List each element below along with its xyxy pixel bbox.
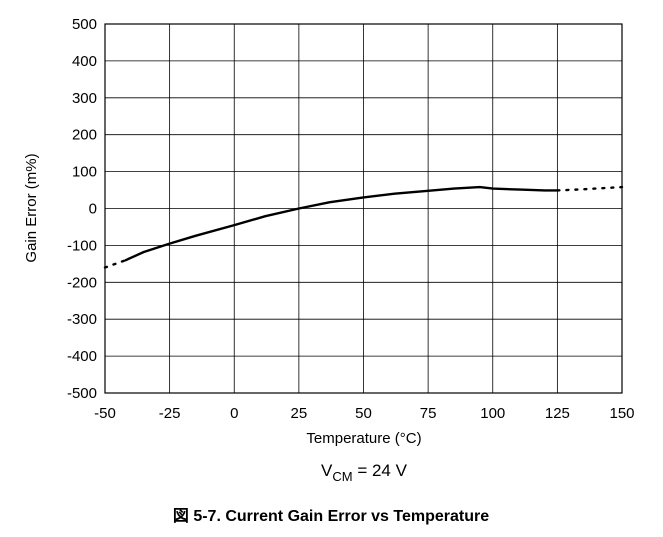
x-tick-label: -25 — [159, 405, 181, 422]
y-tick-label: -500 — [67, 385, 97, 402]
condition-subscript: CM — [332, 469, 352, 484]
x-tick-label: 150 — [609, 405, 634, 422]
plot-border — [104, 23, 623, 394]
x-tick-label: 50 — [355, 405, 372, 422]
condition-rest: = 24 V — [353, 461, 408, 480]
x-axis-label: Temperature (°C) — [306, 430, 421, 447]
series-layer — [103, 185, 624, 269]
tick-labels: -50 -25 0 25 50 75 100 125 150 500 400 300 200 100 0 -1… — [67, 16, 635, 422]
x-tick-label: 125 — [545, 405, 570, 422]
y-tick-label: 200 — [72, 127, 97, 144]
y-axis-label: Gain Error (m%) — [23, 153, 40, 262]
y-tick-label: 0 — [89, 201, 97, 218]
gain-error-line — [124, 185, 559, 262]
y-tick-label: -100 — [67, 237, 97, 254]
figure-caption: 図 5-7. Current Gain Error vs Temperature — [173, 507, 489, 525]
x-tick-label: 0 — [230, 405, 238, 422]
condition-label: VCM = 24 V — [321, 461, 408, 484]
x-tick-label: 75 — [420, 405, 437, 422]
x-tick-label: 25 — [291, 405, 308, 422]
y-tick-label: 300 — [72, 90, 97, 107]
gain-error-extrapolated-line — [556, 185, 624, 192]
y-tick-label: -200 — [67, 274, 97, 291]
gain-error-extrapolated-line — [103, 259, 127, 269]
y-tick-label: 100 — [72, 164, 97, 181]
y-tick-label: -300 — [67, 311, 97, 328]
y-tick-label: 500 — [72, 16, 97, 33]
x-tick-label: -50 — [94, 405, 116, 422]
x-tick-label: 100 — [480, 405, 505, 422]
y-tick-label: -400 — [67, 348, 97, 365]
condition-base: V — [321, 461, 333, 480]
grid — [104, 23, 623, 394]
y-tick-label: 400 — [72, 53, 97, 70]
